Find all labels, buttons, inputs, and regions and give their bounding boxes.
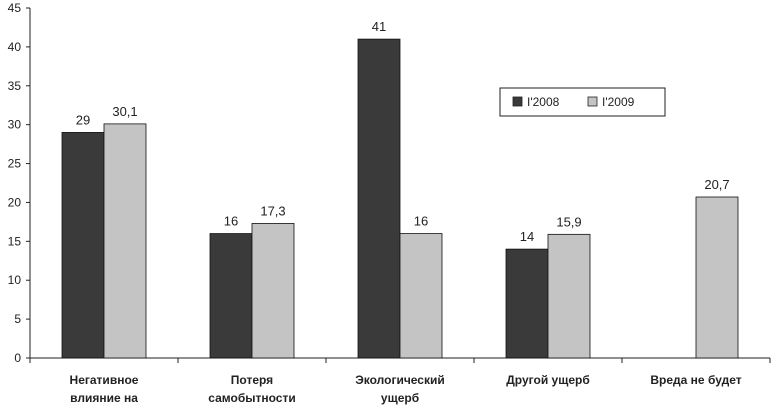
y-tick-label: 35 (8, 79, 22, 93)
bar-2008 (61, 132, 105, 359)
legend-label-2009: I'2009 (602, 95, 635, 109)
bars (61, 38, 739, 359)
bar-2008 (357, 38, 401, 359)
y-tick-label: 20 (8, 195, 22, 209)
y-tick-label: 5 (14, 312, 21, 326)
y-tick-label: 45 (8, 1, 22, 15)
category-label: влияние на (70, 391, 138, 405)
data-label: 20,7 (704, 177, 729, 192)
data-label: 14 (520, 229, 534, 244)
y-tick-label: 40 (8, 40, 22, 54)
y-tick-label: 10 (8, 273, 22, 287)
category-label: самобытности (208, 391, 295, 405)
category-labels: Негативное влияние на Потеря самобытности Эк… (70, 373, 742, 405)
category-label: Экологический (355, 373, 445, 387)
data-label: 30,1 (112, 104, 137, 119)
bar-2009 (251, 223, 295, 359)
legend-box (499, 87, 666, 117)
bar-2009 (399, 233, 443, 359)
category-label: Вреда не будет (650, 373, 741, 387)
legend-swatch-2009 (587, 96, 598, 107)
y-tick-label: 30 (8, 118, 22, 132)
data-label: 15,9 (556, 214, 581, 229)
y-tick-label: 15 (8, 234, 22, 248)
data-labels: 29 30,1 16 17,3 41 16 14 15,9 20,7 (76, 19, 730, 244)
bar-2009 (547, 233, 591, 359)
bar-2009 (695, 196, 739, 359)
legend-swatch-2008 (512, 96, 523, 107)
x-axis (29, 357, 771, 363)
data-label: 16 (414, 214, 428, 229)
y-tick-label: 0 (14, 351, 21, 365)
legend-label-2008: I'2008 (527, 95, 560, 109)
bar-2008 (209, 233, 253, 359)
category-label: Другой ущерб (506, 373, 590, 387)
category-label: ущерб (381, 391, 419, 405)
legend: I'2008 I'2009 (499, 87, 666, 117)
category-label: Негативное (70, 373, 139, 387)
data-label: 29 (76, 112, 90, 127)
y-axis: 0 5 10 15 20 25 30 35 40 45 (8, 1, 31, 365)
bar-2009 (103, 123, 147, 359)
bar-2008 (505, 248, 549, 359)
y-tick-label: 25 (8, 157, 22, 171)
data-label: 16 (224, 214, 238, 229)
category-label: Потеря (231, 373, 273, 387)
data-label: 41 (372, 19, 386, 34)
data-label: 17,3 (260, 203, 285, 218)
